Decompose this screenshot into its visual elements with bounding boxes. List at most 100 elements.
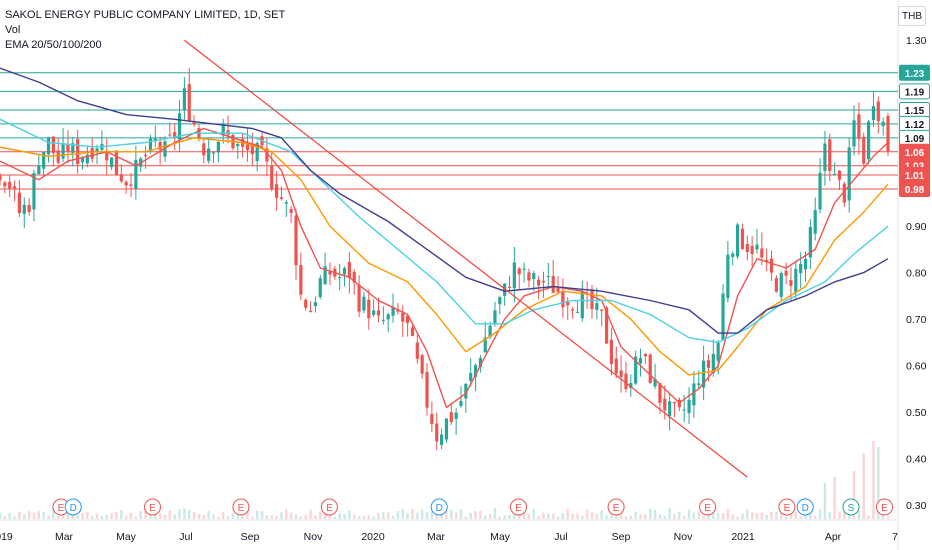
event-marker-circle (430, 498, 448, 516)
candle-body (541, 280, 546, 283)
volume-bar (794, 511, 798, 519)
ema-20-line[interactable] (0, 127, 889, 409)
candle-body (313, 302, 318, 306)
ema-legend[interactable]: EMA 20/50/100/200 (5, 39, 102, 51)
event-marker-earnings[interactable]: E (144, 498, 161, 516)
candle-body (211, 152, 216, 154)
event-marker-earnings[interactable]: E (876, 498, 893, 516)
symbol-title[interactable]: SAKOL ENERGY PUBLIC COMPANY LIMITED, 1D,… (5, 9, 286, 21)
event-marker-label: E (58, 503, 65, 514)
volume-bar (319, 511, 322, 519)
volume-bar (120, 510, 123, 519)
event-marker-earnings[interactable]: E (320, 498, 338, 516)
price-level-tag[interactable]: 1.23 (899, 64, 930, 81)
volume-bar (95, 513, 99, 519)
trendline[interactable] (184, 39, 748, 478)
candle-body (289, 209, 293, 213)
candle-body (22, 204, 26, 214)
volume-bar (508, 514, 511, 519)
volume-bar (881, 512, 885, 519)
currency-label[interactable]: THB (898, 6, 926, 26)
volume-bar (294, 514, 298, 519)
candle-body (735, 224, 740, 257)
price-level-tag-bg (899, 180, 930, 197)
candle-body (372, 310, 376, 315)
candle-body (250, 144, 254, 155)
event-marker-earnings[interactable]: E (232, 498, 250, 516)
event-marker-split[interactable]: S (842, 498, 860, 516)
candle-body (182, 88, 186, 110)
candle-body (342, 268, 347, 275)
candle-body (173, 132, 177, 137)
candle-body (556, 286, 560, 293)
volume-bar (615, 513, 618, 519)
candle-body (876, 101, 880, 122)
price-level-tag[interactable]: 1.06 (899, 143, 930, 160)
price-level-tag[interactable]: 0.98 (899, 180, 930, 197)
candle-body (658, 383, 662, 403)
volume-bar (207, 510, 210, 519)
price-level-tag[interactable]: 1.19 (899, 83, 930, 100)
candle-body (32, 173, 36, 210)
price-level-tag[interactable]: 1.01 (899, 167, 930, 184)
volume-bar (464, 516, 468, 519)
event-marker-earnings[interactable]: E (778, 498, 796, 516)
event-marker-earnings[interactable]: E (510, 498, 527, 516)
volume-bar (765, 514, 768, 519)
price-level-label: 1.12 (905, 120, 925, 131)
candle-body (12, 186, 17, 190)
candle-body (857, 114, 861, 139)
candle-body (842, 183, 846, 203)
price-level-tag-bg (899, 167, 930, 184)
price-level-tag[interactable]: 1.12 (899, 115, 930, 132)
volume-bar (644, 514, 647, 519)
volume-bar (852, 471, 856, 519)
price-level-tag[interactable]: 1.15 (899, 101, 930, 118)
candle-body (143, 155, 148, 157)
candle-body (37, 165, 41, 174)
volume-bar (420, 509, 424, 519)
volume-bar (382, 512, 385, 519)
volume-bar (163, 514, 167, 519)
candle-body (537, 279, 541, 286)
volume-bar (823, 483, 827, 519)
candle-body (323, 266, 327, 285)
x-tick-label: Apr (825, 531, 842, 543)
volume-bar (707, 513, 710, 519)
x-tick-label: May (116, 531, 137, 543)
event-marker-circle (842, 498, 860, 516)
candle-body (823, 143, 827, 171)
event-marker-circle (699, 498, 717, 516)
volume-bar (158, 512, 162, 519)
candle-body (478, 358, 482, 368)
candle-body (357, 284, 361, 312)
candle-body (95, 148, 99, 153)
event-marker-circle (232, 498, 250, 516)
candle-body (71, 143, 75, 153)
candle-body (114, 150, 119, 176)
price-level-label: 1.19 (905, 87, 925, 98)
event-marker-earnings[interactable]: E (52, 498, 70, 516)
candle-body (595, 303, 599, 310)
volume-legend[interactable]: Vol (5, 24, 21, 36)
price-level-lines: 1.231.191.151.121.091.061.031.010.98 (0, 64, 930, 197)
volume-bar (430, 511, 434, 519)
event-marker-earnings[interactable]: E (607, 498, 625, 516)
price-level-tag[interactable]: 1.09 (899, 129, 930, 146)
candle-body (0, 175, 2, 181)
candle-body (760, 248, 764, 258)
event-marker-dividend[interactable]: D (430, 498, 448, 516)
candle-body (503, 283, 507, 296)
event-marker-earnings[interactable]: E (699, 498, 717, 516)
ema-100-line[interactable] (0, 118, 889, 344)
candle-body (202, 143, 206, 156)
candle-body (871, 106, 876, 121)
candle-body (614, 358, 618, 374)
ema-200-line[interactable] (0, 67, 889, 334)
candle-body (124, 181, 128, 186)
event-marker-dividend[interactable]: D (64, 498, 82, 516)
event-marker-dividend[interactable]: D (796, 498, 814, 516)
